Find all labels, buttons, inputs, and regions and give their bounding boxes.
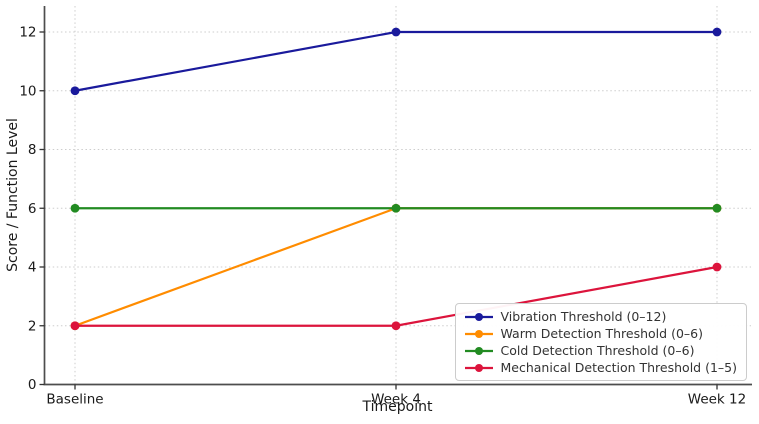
- legend-label: Vibration Threshold (0–12): [500, 309, 667, 324]
- data-point-marker: [70, 203, 80, 213]
- legend-item: Mechanical Detection Threshold (1–5): [464, 360, 738, 375]
- legend-label: Cold Detection Threshold (0–6): [500, 343, 695, 358]
- legend-line-marker-icon: [464, 346, 493, 355]
- data-point-marker: [712, 262, 722, 272]
- legend-line-marker-icon: [464, 363, 493, 372]
- data-point-marker: [712, 27, 722, 37]
- legend-line-marker-icon: [464, 329, 493, 338]
- series-mechanical-detection-threshold-1-5: [70, 262, 722, 331]
- legend-item: Cold Detection Threshold (0–6): [464, 343, 738, 358]
- legend-label: Mechanical Detection Threshold (1–5): [500, 360, 738, 375]
- y-axis-label-container: Score / Function Level: [3, 5, 23, 385]
- y-tick-label: 10: [19, 83, 36, 99]
- y-tick-label: 8: [28, 142, 37, 158]
- series-cold-detection-threshold-0-6: [70, 203, 722, 213]
- x-tick-label: Baseline: [46, 392, 103, 408]
- y-tick-label: 0: [28, 377, 37, 393]
- data-point-marker: [712, 203, 722, 213]
- y-tick-label: 6: [28, 201, 37, 217]
- data-point-marker: [70, 86, 80, 96]
- series-vibration-threshold-0-12: [70, 27, 722, 96]
- legend-label: Warm Detection Threshold (0–6): [500, 326, 703, 341]
- axes: 0 2 4 6 8 10 12 Baseline Week 4 Week 12: [19, 6, 752, 408]
- y-tick-label: 4: [28, 260, 37, 276]
- data-point-marker: [70, 321, 80, 331]
- x-tick-label: Week 12: [688, 392, 746, 408]
- x-axis-label: Timepoint: [362, 399, 433, 415]
- legend: Vibration Threshold (0–12) Warm Detection…: [454, 303, 747, 381]
- legend-item: Warm Detection Threshold (0–6): [464, 326, 738, 341]
- series-line-vibration-threshold-0-12: [74, 30, 717, 92]
- y-tick-label: 12: [19, 25, 36, 41]
- data-point-marker: [391, 321, 401, 331]
- legend-line-marker-icon: [464, 312, 493, 321]
- y-axis-label: Score / Function Level: [5, 118, 21, 272]
- x-tick-label: Week 4: [371, 392, 421, 408]
- y-tick-label: 2: [28, 318, 37, 334]
- legend-item: Vibration Threshold (0–12): [464, 309, 738, 324]
- data-point-marker: [391, 203, 401, 213]
- data-point-marker: [391, 27, 401, 37]
